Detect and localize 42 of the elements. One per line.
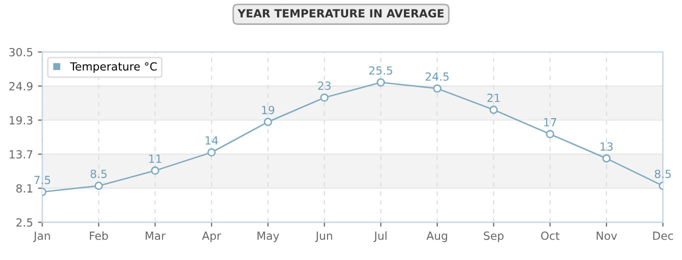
x-tick-label: May <box>258 232 280 242</box>
point <box>264 118 272 126</box>
data-label: 21 <box>487 94 500 102</box>
point <box>433 84 442 93</box>
y-tick-label: 13.7 <box>10 150 32 159</box>
x-tick-label: Jun <box>315 232 332 242</box>
legend-label: Temperature °C <box>70 62 157 73</box>
data-label: 24.5 <box>426 72 449 81</box>
point <box>376 78 385 87</box>
x-tick-label: Aug <box>426 232 448 242</box>
point <box>94 182 103 190</box>
data-label: 13 <box>600 142 613 151</box>
y-tick-label: 8.1 <box>16 184 32 193</box>
point <box>150 166 160 175</box>
point <box>546 130 554 138</box>
x-tick-label: Oct <box>541 232 560 240</box>
y-tick-label: 24.9 <box>9 82 32 90</box>
x-tick-label: Jul <box>374 231 386 242</box>
data-label: 23 <box>318 82 331 90</box>
x-tick-label: Jan <box>33 232 50 242</box>
point <box>320 93 329 102</box>
data-label: 19 <box>262 106 274 114</box>
y-tick-label: 2.5 <box>16 218 32 227</box>
x-tick-label: Nov <box>596 232 617 240</box>
y-tick-label: 30.5 <box>9 48 32 56</box>
data-label: 7.5 <box>34 176 50 184</box>
chart-title: YEAR TEMPERATURE IN AVERAGE <box>238 9 444 18</box>
point <box>602 154 611 163</box>
data-label: 17 <box>544 118 556 126</box>
data-label: 14 <box>206 136 218 144</box>
point <box>207 148 216 157</box>
x-tick-label: Apr <box>202 232 222 242</box>
data-label: 8.5 <box>90 170 107 178</box>
x-tick-label: Feb <box>90 231 108 240</box>
data-label: 8.5 <box>654 170 671 178</box>
x-tick-label: Sep <box>484 232 504 242</box>
data-label: 11 <box>149 154 162 163</box>
y-tick-label: 19.3 <box>10 116 32 124</box>
x-tick-label: Dec <box>653 232 673 240</box>
data-label: 25.5 <box>369 66 392 75</box>
point <box>489 106 498 114</box>
x-tick-label: Mar <box>146 232 166 240</box>
